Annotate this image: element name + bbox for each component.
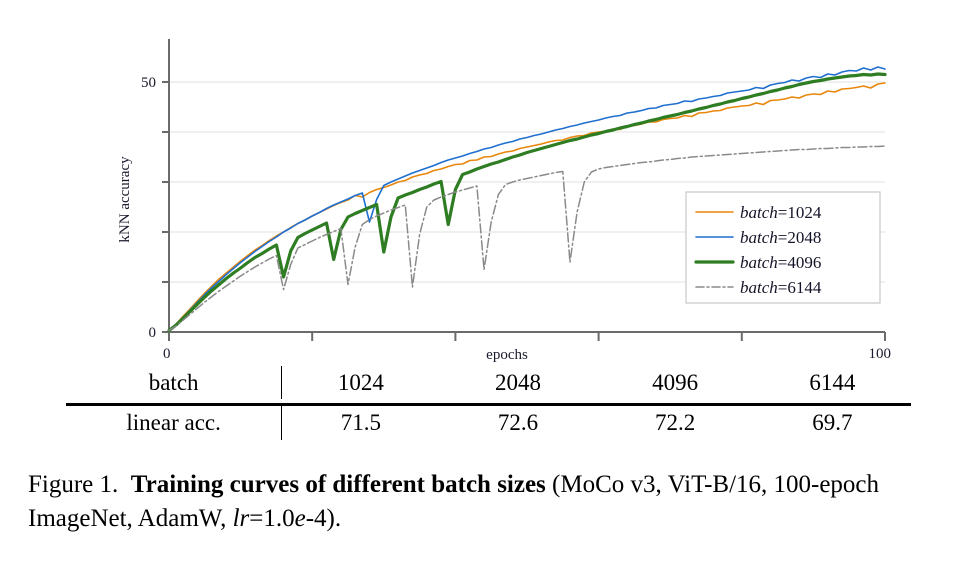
table-row: linear acc. 71.5 72.6 72.2 69.7 — [66, 404, 911, 440]
legend-label: batch=4096 — [740, 253, 821, 272]
series-line-batch-4096 — [167, 72, 887, 333]
legend-label: batch=2048 — [740, 228, 821, 247]
x-tick-label: 0 — [163, 346, 171, 362]
axes — [168, 39, 885, 333]
legend-label-value: =4096 — [778, 253, 822, 272]
table-thick-rule — [66, 399, 911, 407]
table-rule-cell — [66, 399, 911, 407]
caption-e-symbol: e — [294, 504, 306, 532]
y-tick-label: 50 — [141, 75, 156, 91]
table-cell: 4096 — [652, 370, 699, 395]
training-curves-chart: 0 50 0 100 epochs kNN accuracy batch=1024 bat… — [117, 39, 891, 363]
series-line-batch-6144 — [168, 145, 886, 332]
legend-label-batch: batch — [740, 278, 778, 297]
table-cell: 1024 — [337, 370, 384, 395]
caption-lr-symbol: lr — [232, 504, 250, 532]
legend-label-value: =1024 — [778, 203, 822, 222]
legend-item-batch-2048[interactable]: batch=2048 — [695, 228, 821, 247]
legend-item-batch-6144[interactable]: batch=6144 — [695, 278, 822, 297]
y-tick-label: 0 — [149, 325, 157, 341]
axis-ticks — [162, 81, 886, 341]
figure-caption: Figure 1. Training curves of different b… — [28, 468, 948, 535]
legend-item-batch-1024[interactable]: batch=1024 — [695, 203, 822, 222]
series-lines — [167, 66, 887, 333]
caption-bold-title: Training curves of different batch sizes — [130, 471, 546, 498]
x-tick-label: 100 — [869, 346, 892, 362]
legend-label-value: =2048 — [778, 228, 822, 247]
table-cell: 72.2 — [655, 410, 696, 436]
caption-line2-a: ViT-B/16, 100-epoch ImageNet, AdamW, — [28, 471, 880, 532]
legend-item-batch-4096[interactable]: batch=4096 — [694, 253, 821, 272]
legend-label: batch=6144 — [740, 278, 822, 297]
legend-label-batch: batch — [740, 203, 778, 222]
y-axis-title: kNN accuracy — [117, 156, 133, 243]
table-cell: 2048 — [495, 370, 541, 395]
table-row-header: linear acc. — [66, 404, 283, 440]
table-cell: 6144 — [809, 370, 856, 395]
caption-figure-number: Figure 1. — [28, 471, 119, 498]
axis-tick-labels: 0 50 0 100 — [141, 75, 891, 362]
results-table: batch 1024 2048 4096 6144 linear acc. 71.5 72.6… — [66, 366, 911, 440]
legend-label: batch=1024 — [740, 203, 822, 222]
series-line-batch-2048 — [168, 66, 886, 332]
caption-line2-c: -4). — [305, 504, 342, 532]
table-cell: 72.6 — [497, 410, 539, 436]
legend-box — [685, 191, 881, 304]
caption-rest-line1: (MoCo v3, — [545, 471, 662, 498]
legend-label-batch: batch — [740, 228, 778, 247]
caption-line2-b: =1.0 — [249, 504, 295, 532]
table-row-header: batch — [66, 366, 283, 400]
x-axis-title: epochs — [486, 347, 528, 363]
table-row: batch 1024 2048 4096 6144 — [66, 366, 911, 400]
legend-label-batch: batch — [740, 253, 778, 272]
table-cell: 71.5 — [340, 410, 381, 436]
table-cell: 69.7 — [812, 410, 853, 436]
axis-titles: epochs kNN accuracy — [117, 156, 528, 363]
legend-label-value: =6144 — [778, 278, 822, 297]
